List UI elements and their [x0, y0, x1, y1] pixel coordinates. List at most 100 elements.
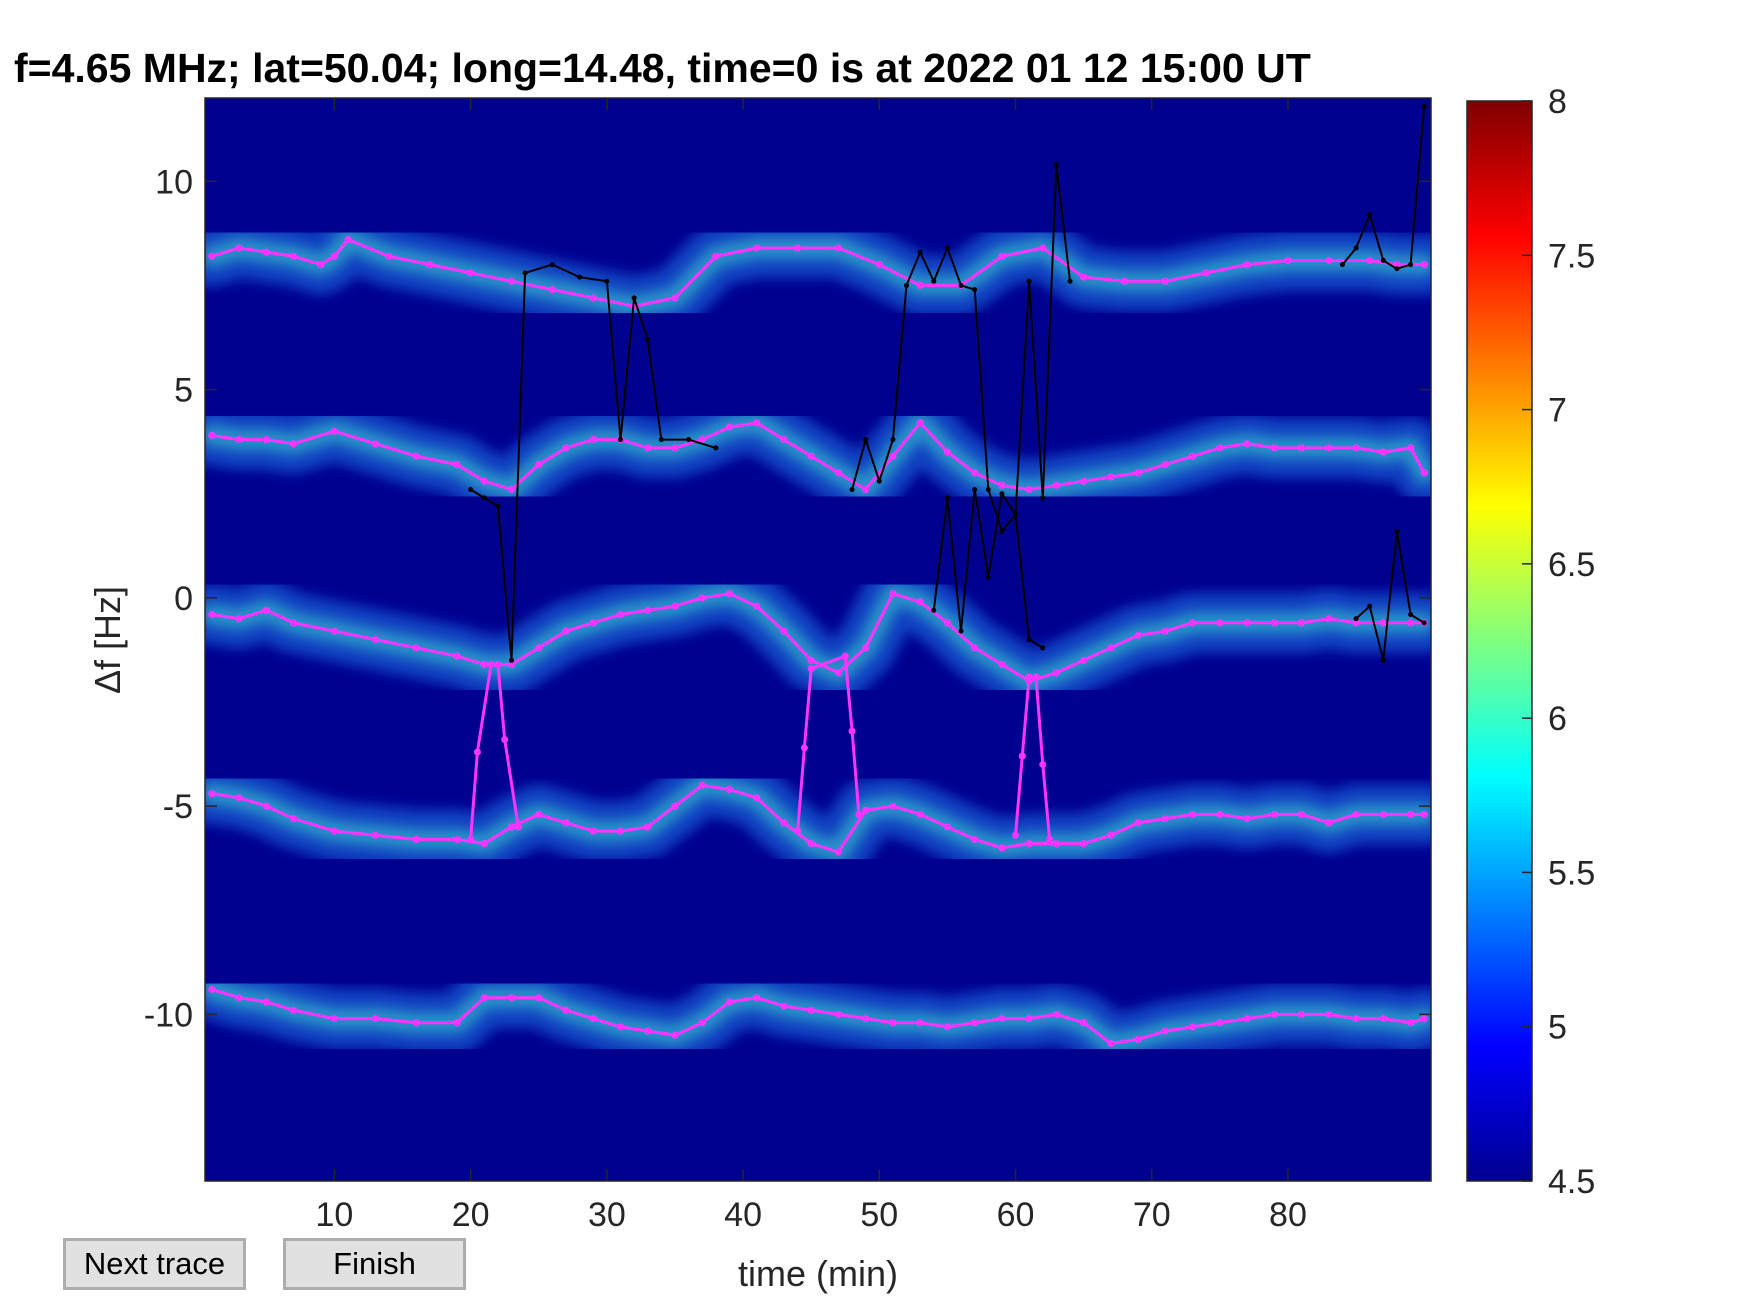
- fitted-trace-point: [1352, 810, 1360, 818]
- fitted-trace-point: [725, 785, 733, 793]
- fitted-trace-point: [916, 598, 924, 606]
- raw-trace-point: [1053, 162, 1059, 168]
- fitted-trace-point: [1161, 461, 1169, 469]
- fitted-trace-point: [916, 419, 924, 427]
- colorbar-tick-label: 8: [1548, 83, 1567, 121]
- fitted-trace-point: [1298, 1010, 1306, 1018]
- colorbar-tick-label: 6.5: [1548, 546, 1595, 584]
- fitted-trace-point: [1325, 256, 1333, 264]
- x-tick-label: 50: [860, 1196, 898, 1234]
- fitted-trace-point: [1216, 1019, 1224, 1027]
- fitted-trace-point: [862, 486, 870, 494]
- fitted-trace-point: [943, 448, 951, 456]
- fitted-trace-point: [1025, 1015, 1033, 1023]
- raw-trace-point: [645, 337, 651, 343]
- fitted-trace-point: [1407, 810, 1415, 818]
- fitted-trace-point: [330, 1015, 338, 1023]
- fitted-trace-point: [916, 810, 924, 818]
- fitted-trace-point: [508, 660, 515, 668]
- raw-trace-point: [1026, 637, 1032, 642]
- fitted-trace-point: [562, 444, 570, 452]
- fitted-trace-point: [834, 244, 842, 252]
- fitted-trace-point: [780, 819, 788, 827]
- fitted-trace-point: [1202, 269, 1210, 277]
- fitted-trace-point: [780, 1002, 788, 1010]
- fitted-trace-line: [211, 592, 1425, 683]
- fitted-trace-point: [1039, 244, 1047, 252]
- fitted-trace-point: [971, 1019, 979, 1027]
- fitted-trace-point: [998, 481, 1006, 489]
- next-trace-button[interactable]: Next trace: [63, 1238, 246, 1290]
- fitted-trace-point: [235, 436, 243, 444]
- fitted-trace-point: [235, 994, 243, 1002]
- finish-button[interactable]: Finish: [283, 1238, 466, 1290]
- fitted-trace-point: [998, 660, 1006, 668]
- fitted-trace-point: [834, 669, 842, 677]
- x-tick-label: 40: [724, 1196, 762, 1234]
- fitted-trace-point: [426, 261, 434, 269]
- fitted-trace-point: [1352, 1015, 1360, 1023]
- fitted-trace-point: [262, 606, 270, 614]
- colorbar-ticks: 8 7.5 7 6.5 6 5.5 5 4.5: [1522, 83, 1595, 1201]
- y-axis-label: Δf [Hz]: [87, 586, 128, 694]
- raw-trace-point: [1367, 603, 1373, 609]
- fitted-trace-point: [875, 261, 883, 269]
- fitted-trace-point: [671, 802, 679, 810]
- raw-trace-point: [686, 437, 692, 443]
- x-axis-ticks: 10 20 30 40 50 60 70 80: [315, 98, 1307, 1234]
- fitted-trace-point: [412, 835, 420, 843]
- raw-trace-point: [631, 295, 637, 301]
- raw-trace-point: [972, 287, 978, 293]
- fitted-trace-point: [807, 665, 815, 673]
- fitted-trace-line: [211, 987, 1425, 1045]
- raw-trace-point: [1026, 278, 1032, 284]
- raw-trace-point: [876, 478, 882, 484]
- fitted-trace-point: [508, 994, 515, 1002]
- fitted-trace-point: [1243, 440, 1251, 448]
- fitted-trace-point: [1298, 444, 1306, 452]
- fitted-trace-point: [889, 802, 897, 810]
- fitted-trace-point: [698, 594, 706, 602]
- fitted-trace-point: [330, 427, 338, 435]
- raw-trace-point: [1408, 612, 1414, 618]
- fitted-trace-point: [1121, 277, 1128, 285]
- fitted-trace-point: [385, 252, 393, 260]
- fitted-trace-point: [834, 848, 842, 856]
- fitted-trace-point: [1325, 819, 1333, 827]
- fitted-trace-point: [480, 840, 488, 848]
- x-tick-label: 60: [997, 1196, 1035, 1234]
- raw-trace-point: [495, 503, 501, 509]
- fitted-trace-point: [725, 998, 733, 1006]
- fitted-trace-point: [1107, 473, 1115, 481]
- fitted-trace-point: [1161, 627, 1169, 635]
- fitted-trace-point: [1393, 261, 1401, 269]
- x-tick-label: 30: [588, 1196, 626, 1234]
- fitted-trace-point: [208, 985, 216, 993]
- fitted-trace-point: [1046, 835, 1054, 843]
- fitted-trace-line: [211, 421, 1426, 491]
- fitted-trace-point: [1189, 810, 1197, 818]
- fitted-trace-point: [971, 835, 979, 843]
- fitted-trace-point: [412, 452, 420, 460]
- raw-trace-point: [863, 437, 869, 443]
- fitted-trace-point: [1012, 831, 1020, 839]
- colorbar-tick-label: 5: [1548, 1009, 1567, 1047]
- fitted-trace-point: [1216, 444, 1224, 452]
- fitted-trace-point: [480, 660, 488, 668]
- fitted-trace-point: [1080, 656, 1088, 664]
- fitted-trace-point: [1134, 1035, 1142, 1043]
- fitted-trace-point: [1352, 444, 1360, 452]
- raw-trace-point: [958, 282, 964, 288]
- fitted-trace-point: [1243, 1015, 1251, 1023]
- raw-trace-point: [1380, 657, 1386, 663]
- fitted-trace-point: [262, 802, 270, 810]
- fitted-trace-point: [467, 835, 475, 843]
- raw-trace-point: [958, 628, 964, 634]
- fitted-trace-point: [943, 823, 951, 831]
- fitted-trace-point: [1379, 448, 1387, 456]
- raw-trace-point: [577, 274, 583, 280]
- raw-trace-point: [985, 574, 991, 580]
- raw-trace-point: [713, 445, 719, 451]
- raw-trace-point: [604, 278, 610, 284]
- fitted-trace-point: [589, 436, 597, 444]
